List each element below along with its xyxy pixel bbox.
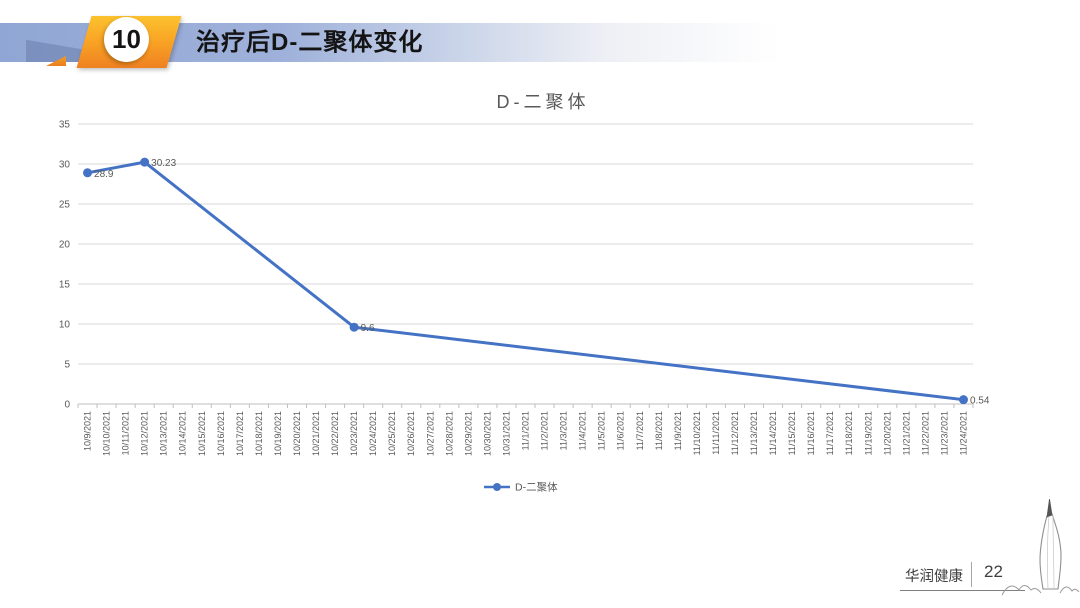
x-axis-label: 11/1/2021 bbox=[521, 411, 531, 450]
legend: D-二聚体 bbox=[484, 482, 558, 494]
tower-line bbox=[1046, 515, 1050, 590]
data-label: 9.6 bbox=[361, 323, 375, 334]
y-axis-label: 5 bbox=[64, 360, 70, 371]
data-label: 0.54 bbox=[970, 396, 990, 407]
x-axis-label: 11/21/2021 bbox=[901, 411, 911, 455]
x-axis-label: 10/15/2021 bbox=[197, 411, 207, 456]
x-axis-label: 11/6/2021 bbox=[616, 411, 626, 450]
x-axis-label: 11/3/2021 bbox=[559, 411, 569, 450]
x-axis-label: 10/10/2021 bbox=[102, 411, 112, 456]
x-axis-label: 10/16/2021 bbox=[216, 411, 226, 456]
x-axis-label: 10/29/2021 bbox=[463, 411, 473, 456]
x-axis-label: 10/18/2021 bbox=[254, 411, 264, 456]
tower-tip bbox=[1046, 498, 1053, 518]
data-point bbox=[958, 395, 968, 405]
data-label: 28.9 bbox=[94, 169, 114, 180]
x-axis-label: 10/11/2021 bbox=[121, 411, 131, 455]
x-axis-label: 10/31/2021 bbox=[501, 411, 511, 456]
x-axis-label: 10/21/2021 bbox=[311, 411, 321, 456]
legend-marker bbox=[493, 483, 501, 491]
data-point bbox=[349, 322, 359, 332]
chart-title: D-二聚体 bbox=[496, 92, 590, 112]
x-axis-label: 11/9/2021 bbox=[673, 411, 683, 450]
x-axis-label: 10/25/2021 bbox=[387, 411, 397, 456]
x-axis-label: 11/2/2021 bbox=[540, 411, 550, 450]
x-axis-label: 10/19/2021 bbox=[273, 411, 283, 456]
y-axis-label: 15 bbox=[59, 280, 71, 291]
x-axis-label: 10/9/2021 bbox=[83, 411, 93, 451]
x-axis-label: 11/17/2021 bbox=[825, 411, 835, 455]
series-line bbox=[86, 160, 965, 402]
x-axis-label: 11/14/2021 bbox=[768, 411, 778, 455]
y-axis-label: 20 bbox=[59, 240, 71, 251]
x-axis-label: 11/18/2021 bbox=[844, 411, 854, 455]
data-point bbox=[140, 157, 150, 167]
x-axis-label: 10/30/2021 bbox=[482, 411, 492, 456]
slide-number-badge: 10 bbox=[104, 17, 149, 62]
x-axis-label: 10/17/2021 bbox=[235, 411, 245, 456]
x-axis-label: 10/24/2021 bbox=[368, 411, 378, 456]
badge-number-text: 10 bbox=[112, 24, 141, 54]
x-axis-label: 11/20/2021 bbox=[882, 411, 892, 455]
x-axis-label: 11/16/2021 bbox=[806, 411, 816, 455]
x-axis-label: 10/26/2021 bbox=[406, 411, 416, 456]
x-axis-label: 11/10/2021 bbox=[692, 411, 702, 455]
hill-sketch bbox=[1001, 585, 1042, 596]
slide-title: 治疗后D-二聚体变化 bbox=[196, 29, 424, 56]
tower-sketch-icon bbox=[1001, 498, 1080, 596]
y-axis-label: 30 bbox=[59, 160, 71, 171]
x-axis-label: 10/14/2021 bbox=[178, 411, 188, 456]
x-axis-label: 10/28/2021 bbox=[444, 411, 454, 456]
x-axis-label: 11/7/2021 bbox=[635, 411, 645, 450]
x-axis-label: 10/22/2021 bbox=[330, 411, 340, 456]
page-number: 22 bbox=[984, 562, 1003, 581]
x-axis-label: 11/19/2021 bbox=[863, 411, 873, 455]
x-axis-label: 10/23/2021 bbox=[349, 411, 359, 456]
footer-divider bbox=[971, 562, 972, 587]
footer-brand: 华润健康 bbox=[905, 569, 963, 585]
data-label: 30.23 bbox=[151, 158, 176, 169]
tower-body bbox=[1039, 513, 1062, 590]
x-axis-label: 11/8/2021 bbox=[654, 411, 664, 450]
banner-accent-sliver bbox=[46, 56, 66, 66]
x-axis-label: 11/4/2021 bbox=[578, 411, 588, 450]
x-axis-label: 11/15/2021 bbox=[787, 411, 797, 455]
line-chart: 0 5 10 15 20 25 30 35 10/9/2021 10/10/2021 10/11/2… bbox=[59, 120, 990, 494]
x-axis-label: 10/12/2021 bbox=[140, 411, 150, 456]
x-axis-label: 11/12/2021 bbox=[730, 411, 740, 455]
x-axis-label: 11/11/2021 bbox=[711, 411, 721, 455]
x-axis-label: 11/13/2021 bbox=[749, 411, 759, 455]
y-axis-label: 35 bbox=[59, 120, 71, 131]
footer-rule bbox=[900, 590, 1025, 591]
hill-sketch bbox=[1059, 586, 1080, 594]
x-axis-label: 11/22/2021 bbox=[920, 411, 930, 455]
x-axis-label: 10/13/2021 bbox=[159, 411, 169, 456]
x-axis-label: 11/23/2021 bbox=[939, 411, 949, 455]
tower-line bbox=[1052, 514, 1055, 590]
y-axis-label: 0 bbox=[64, 400, 70, 411]
x-axis-label: 10/27/2021 bbox=[425, 411, 435, 456]
y-axis-label: 25 bbox=[59, 200, 71, 211]
x-axis-label: 11/24/2021 bbox=[958, 411, 968, 455]
data-point bbox=[83, 168, 93, 178]
legend-label: D-二聚体 bbox=[515, 482, 558, 494]
x-axis-label: 10/20/2021 bbox=[292, 411, 302, 456]
x-axis-label: 11/5/2021 bbox=[597, 411, 607, 450]
y-axis-label: 10 bbox=[59, 320, 71, 331]
